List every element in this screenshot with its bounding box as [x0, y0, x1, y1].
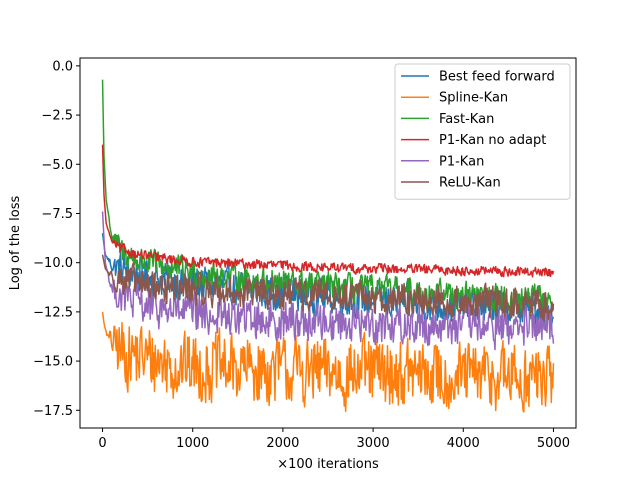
x-axis-ticks: 0 1000 2000 3000 4000 5000: [98, 428, 570, 451]
x-tick-label: 0: [98, 436, 106, 451]
legend-box: [394, 63, 571, 200]
y-tick-label: −12.5: [33, 305, 73, 320]
x-tick-label: 5000: [537, 436, 570, 451]
x-axis-title: ×100 iterations: [277, 457, 379, 472]
y-tick-label: −5.0: [41, 158, 73, 173]
y-tick-label: −15.0: [33, 355, 73, 370]
legend-entry-label: P1-Kan: [439, 154, 484, 169]
x-tick-label: 2000: [266, 436, 299, 451]
y-axis-title: Log of the loss: [8, 195, 23, 290]
y-tick-label: −10.0: [33, 256, 73, 271]
y-tick-label: 0.0: [52, 59, 73, 74]
y-axis-ticks: 0.0 −2.5 −5.0 −7.5 −10.0 −12.5 −15.0 −17.5: [33, 59, 80, 419]
y-tick-label: −2.5: [41, 109, 73, 124]
legend: Best feed forward Spline-Kan Fast-Kan P1-Ka…: [394, 63, 571, 200]
y-tick-label: −17.5: [33, 404, 73, 419]
y-tick-label: −7.5: [41, 207, 73, 222]
legend-entry-label: Best feed forward: [439, 70, 555, 85]
series-layer: [101, 79, 555, 413]
plot-frame: [79, 57, 577, 429]
series-line: [101, 211, 555, 351]
series-line: [101, 311, 555, 413]
series-line: [101, 144, 555, 278]
legend-entry-label: P1-Kan no adapt: [439, 133, 546, 148]
legend-entry-label: ReLU-Kan: [439, 176, 501, 191]
legend-entry-label: Fast-Kan: [439, 112, 494, 127]
x-tick-label: 4000: [447, 436, 480, 451]
series-line: [101, 79, 555, 314]
legend-entry-label: Spline-Kan: [439, 91, 508, 106]
series-line: [101, 254, 555, 322]
x-tick-label: 1000: [176, 436, 209, 451]
x-tick-label: 3000: [357, 436, 390, 451]
